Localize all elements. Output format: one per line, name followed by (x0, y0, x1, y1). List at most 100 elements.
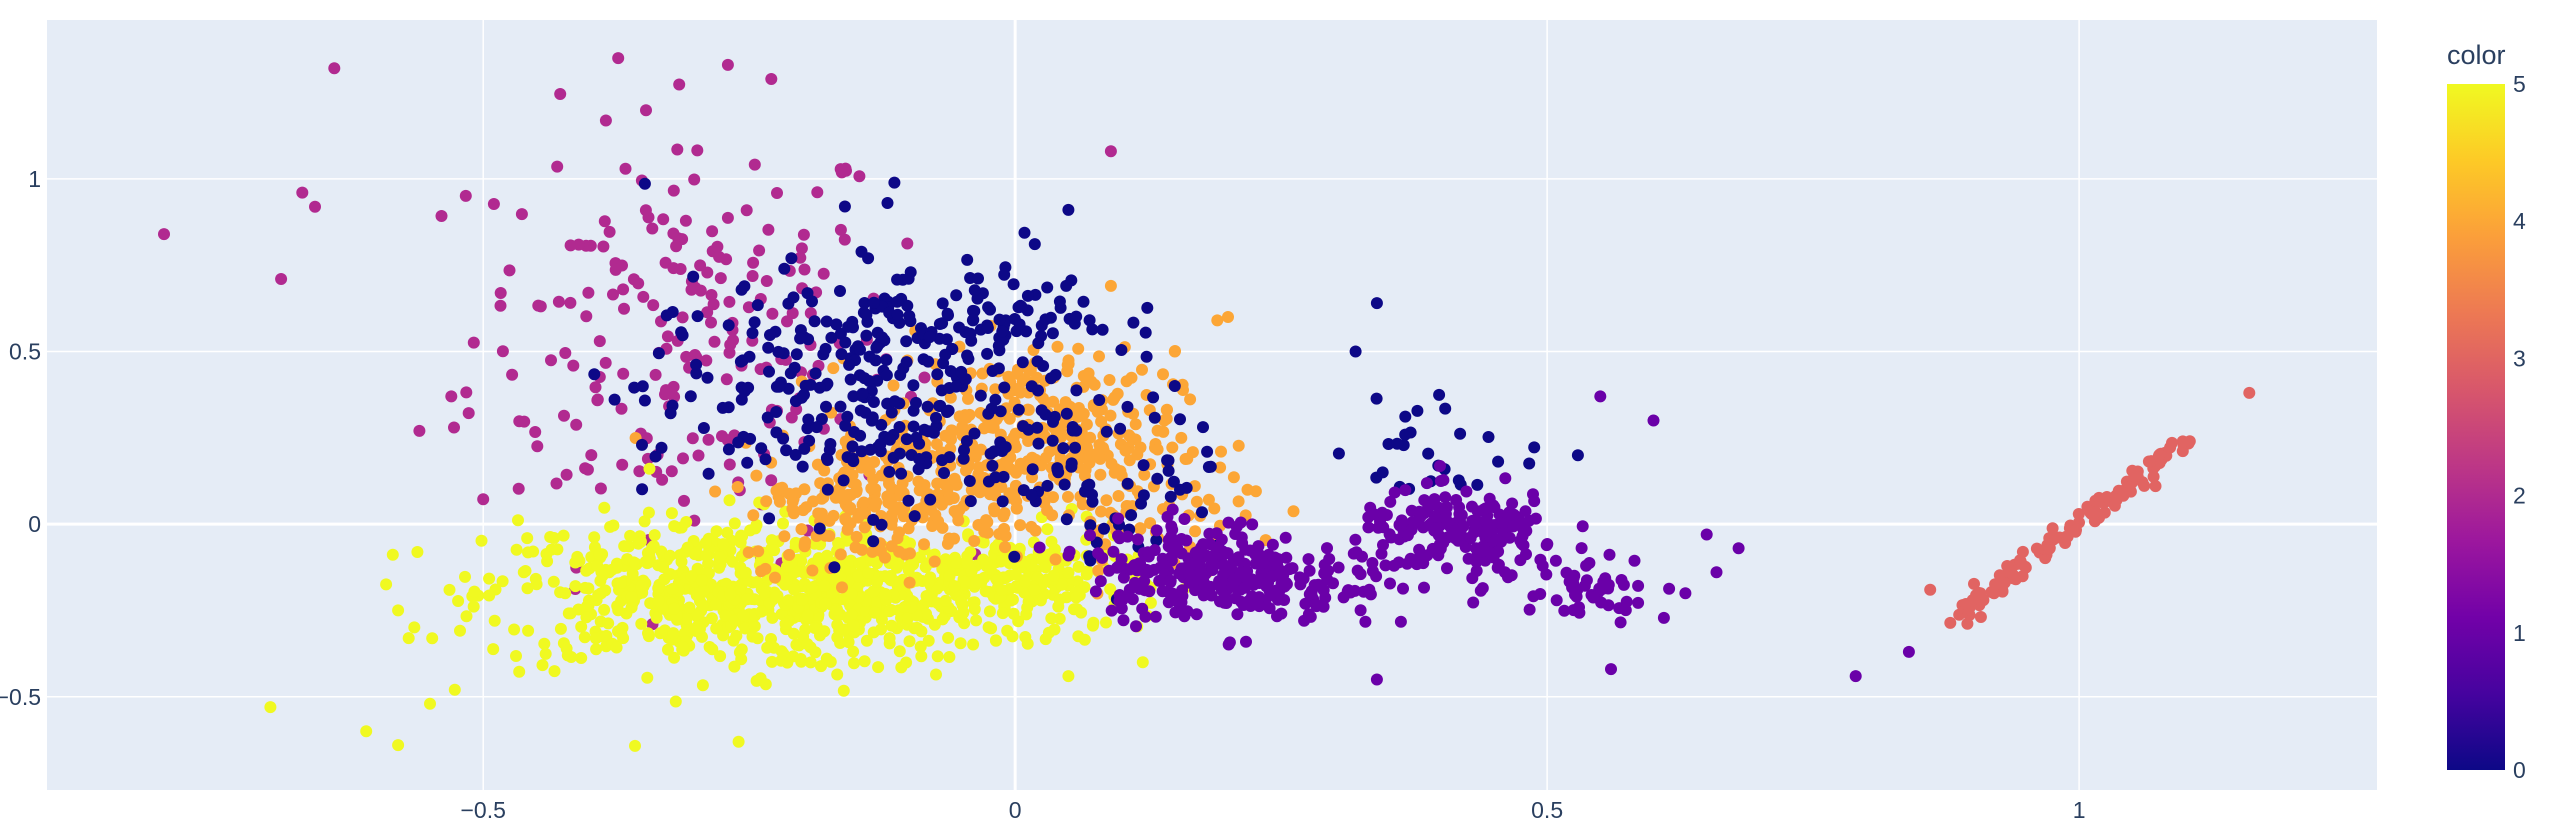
x-tick-label: 1 (2073, 797, 2086, 823)
data-point (1166, 503, 1179, 516)
data-point (624, 529, 637, 542)
data-point (459, 570, 471, 583)
data-point (1502, 571, 1514, 584)
data-point (967, 638, 980, 651)
colorbar-title: color (2447, 40, 2506, 70)
data-point (912, 475, 925, 488)
data-point (477, 493, 490, 506)
data-point (707, 298, 720, 311)
data-point (1382, 438, 1395, 450)
data-point (825, 331, 838, 344)
data-point (846, 469, 859, 482)
data-point (804, 656, 817, 669)
data-point (666, 583, 679, 595)
plot-area (47, 20, 2377, 790)
data-point (1366, 565, 1379, 578)
data-point (649, 450, 662, 463)
data-point (783, 487, 796, 500)
data-point (751, 632, 764, 645)
data-point (820, 315, 833, 328)
data-point (845, 608, 858, 621)
data-point (722, 443, 735, 456)
data-point (1045, 612, 1058, 625)
data-point (1567, 604, 1580, 617)
data-point (1615, 574, 1628, 586)
data-point (1059, 396, 1072, 409)
data-point (808, 315, 821, 328)
data-point (765, 474, 778, 487)
data-point (863, 350, 876, 363)
data-point (796, 593, 809, 606)
data-point (1025, 380, 1038, 393)
data-point (989, 393, 1002, 406)
data-point (1153, 574, 1166, 587)
data-point (702, 433, 715, 446)
data-point (1265, 570, 1278, 583)
data-point (2128, 470, 2141, 483)
data-point (1058, 478, 1071, 491)
data-point (900, 356, 913, 369)
data-point (1849, 670, 1862, 683)
data-point (657, 213, 670, 226)
data-point (1160, 404, 1173, 416)
data-point (699, 549, 712, 562)
data-point (1575, 542, 1588, 555)
data-point (1519, 505, 1532, 518)
data-point (598, 215, 611, 228)
data-point (893, 447, 906, 460)
data-point (487, 198, 500, 210)
data-point (750, 469, 763, 482)
data-point (1116, 593, 1129, 606)
data-point (836, 581, 848, 594)
data-point (893, 545, 906, 558)
data-point (846, 440, 859, 453)
data-point (1184, 393, 1197, 406)
data-point (1462, 552, 1475, 565)
data-point (668, 602, 681, 615)
data-point (1232, 551, 1245, 564)
data-point (1179, 453, 1192, 465)
data-point (721, 58, 734, 71)
data-point (848, 657, 860, 670)
data-point (1094, 468, 1107, 481)
data-point (958, 444, 970, 457)
data-point (755, 442, 768, 455)
data-point (1033, 541, 1046, 554)
data-point (811, 186, 824, 199)
data-point (673, 78, 686, 91)
data-point (467, 336, 480, 349)
data-point (977, 536, 990, 549)
data-point (894, 484, 906, 497)
data-point (1093, 394, 1106, 406)
data-point (950, 557, 963, 569)
data-point (1080, 568, 1093, 581)
data-point (683, 601, 696, 614)
data-point (902, 494, 915, 507)
data-point (1628, 554, 1641, 567)
data-point (1232, 439, 1245, 452)
data-point (1114, 422, 1127, 435)
data-point (1222, 311, 1234, 323)
data-point (907, 379, 920, 392)
data-point (1280, 578, 1293, 591)
data-point (1488, 501, 1501, 514)
data-point (1084, 519, 1097, 532)
data-point (795, 523, 808, 536)
data-point (589, 381, 602, 394)
data-point (1041, 479, 1054, 492)
data-point (1404, 426, 1417, 439)
data-point (637, 290, 650, 303)
data-point (1086, 323, 1099, 336)
data-point (875, 623, 887, 636)
data-point (575, 620, 588, 633)
data-point (761, 411, 774, 424)
data-point (1141, 301, 1154, 314)
data-point (830, 318, 843, 331)
data-point (874, 438, 887, 451)
data-point (604, 520, 617, 533)
data-point (751, 299, 764, 312)
data-point (1280, 551, 1293, 564)
data-point (951, 508, 964, 521)
data-point (941, 484, 954, 497)
data-point (1377, 539, 1389, 551)
